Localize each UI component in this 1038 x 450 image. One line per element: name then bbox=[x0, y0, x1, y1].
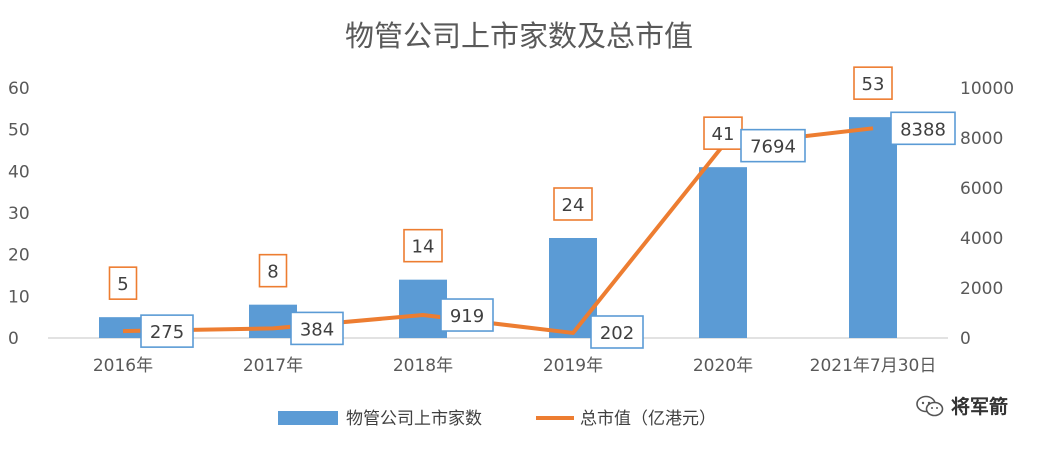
line-label-box bbox=[140, 314, 194, 348]
line-data-label: 8388 bbox=[900, 119, 946, 140]
bar-label-box bbox=[703, 116, 743, 150]
x-axis-tick: 2018年 bbox=[393, 356, 453, 376]
bar-label-box bbox=[853, 66, 893, 100]
left-axis-tick: 60 bbox=[8, 79, 30, 99]
right-axis-tick: 8000 bbox=[960, 129, 1003, 149]
bar bbox=[699, 167, 747, 338]
right-axis-tick: 6000 bbox=[960, 179, 1003, 199]
bar bbox=[549, 238, 597, 338]
legend: 物管公司上市家数 总市值（亿港元） bbox=[278, 409, 716, 429]
bar-label-box bbox=[108, 266, 138, 300]
line-data-label: 919 bbox=[450, 306, 484, 327]
line-label-box bbox=[440, 298, 494, 332]
bar-series bbox=[99, 117, 897, 339]
line-label-box bbox=[290, 311, 344, 346]
left-axis-tick: 50 bbox=[8, 121, 30, 141]
left-axis-tick: 20 bbox=[8, 246, 30, 266]
line-label-box bbox=[590, 315, 644, 349]
x-axis-tick: 2016年 bbox=[93, 356, 153, 376]
line-label-box bbox=[890, 111, 956, 146]
x-axis-tick: 2020年 bbox=[693, 356, 753, 376]
right-axis-tick: 4000 bbox=[960, 229, 1003, 249]
legend-label-bar: 物管公司上市家数 bbox=[346, 409, 482, 429]
bar-label-box bbox=[553, 187, 593, 221]
bar-label-box bbox=[403, 228, 443, 263]
right-axis-tick: 10000 bbox=[960, 79, 1014, 99]
right-axis-tick: 0 bbox=[960, 329, 971, 349]
line-data-label: 202 bbox=[600, 323, 634, 344]
bar-data-label: 41 bbox=[712, 124, 735, 145]
bar bbox=[399, 279, 447, 338]
bar-data-label: 24 bbox=[562, 195, 585, 216]
right-y-axis: 0 2000 4000 6000 8000 10000 bbox=[960, 79, 1014, 349]
bar-data-label: 8 bbox=[267, 262, 278, 283]
bar-data-label: 53 bbox=[862, 74, 885, 95]
legend-label-line: 总市值（亿港元） bbox=[580, 409, 716, 429]
bar-data-label: 14 bbox=[412, 237, 435, 258]
wechat-icon bbox=[916, 395, 944, 416]
left-axis-tick: 10 bbox=[8, 287, 30, 307]
bar bbox=[849, 117, 897, 339]
watermark: 将军箭 bbox=[915, 392, 1008, 419]
line-data-label: 7694 bbox=[750, 137, 796, 158]
x-axis-tick: 2021年7月30日 bbox=[810, 356, 937, 376]
bar bbox=[99, 317, 147, 338]
x-axis-tick: 2019年 bbox=[543, 356, 603, 376]
chart-title: 物管公司上市家数及总市值 bbox=[345, 19, 693, 53]
left-y-axis: 0 10 20 30 40 50 60 bbox=[8, 79, 30, 349]
left-axis-tick: 40 bbox=[8, 162, 30, 182]
bar bbox=[249, 304, 297, 338]
bar-label-box bbox=[258, 253, 288, 288]
x-axis-ticks: 2016年 2017年 2018年 2019年 2020年 2021年7月30日 bbox=[93, 356, 936, 376]
bar-data-label: 5 bbox=[117, 274, 128, 295]
data-labels: 5 8 14 24 41 53 275 384 919 202 7694 8388 bbox=[108, 66, 956, 349]
watermark-text: 将军箭 bbox=[950, 396, 1008, 418]
line-data-label: 384 bbox=[300, 319, 334, 340]
left-axis-tick: 30 bbox=[8, 204, 30, 224]
line-label-box bbox=[740, 128, 806, 163]
line-data-label: 275 bbox=[150, 322, 184, 343]
legend-swatch-bar bbox=[278, 411, 338, 425]
right-axis-tick: 2000 bbox=[960, 279, 1003, 299]
left-axis-tick: 0 bbox=[8, 329, 19, 349]
x-axis-tick: 2017年 bbox=[243, 356, 303, 376]
